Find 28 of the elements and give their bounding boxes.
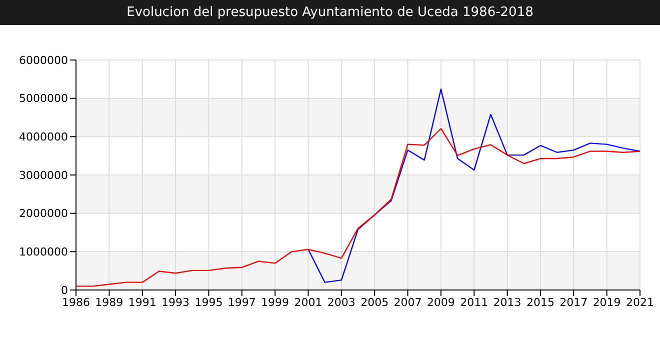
x-tick-label: 2007 [394,296,422,309]
x-tick-label: 1997 [228,296,256,309]
y-tick-label: 6000000 [19,54,68,67]
x-tick-label: 1986 [62,296,90,309]
x-tick-label: 2011 [460,296,488,309]
y-tick-label: 0 [61,284,68,297]
x-tick-label: 2013 [493,296,522,309]
y-tick-label: 3000000 [19,168,68,182]
x-tick-label: 2009 [426,296,455,309]
line-series [308,88,640,283]
y-tick-label: 5000000 [19,92,68,106]
x-tick-label: 2015 [526,296,554,309]
x-tick-label: 2001 [294,296,322,309]
x-tick-label: 1993 [162,296,190,309]
y-tick-label: 1000000 [19,246,68,259]
x-tick-label: 2021 [626,296,654,309]
y-tick-label: 4000000 [19,130,68,144]
x-tick-label: 2003 [327,296,356,309]
line-series [76,128,640,287]
y-tick-label: 2000000 [19,207,68,220]
x-tick-label: 2005 [360,296,389,309]
x-tick-label: 1999 [261,296,290,309]
x-tick-label: 1995 [194,296,223,309]
x-tick-label: 2017 [560,296,588,309]
x-tick-label: 1989 [95,296,124,309]
x-tick-label: 1991 [128,296,156,309]
chart-title: Evolucion del presupuesto Ayuntamiento de Uceda 1986-2018 [0,0,660,25]
x-tick-label: 2019 [592,296,621,309]
